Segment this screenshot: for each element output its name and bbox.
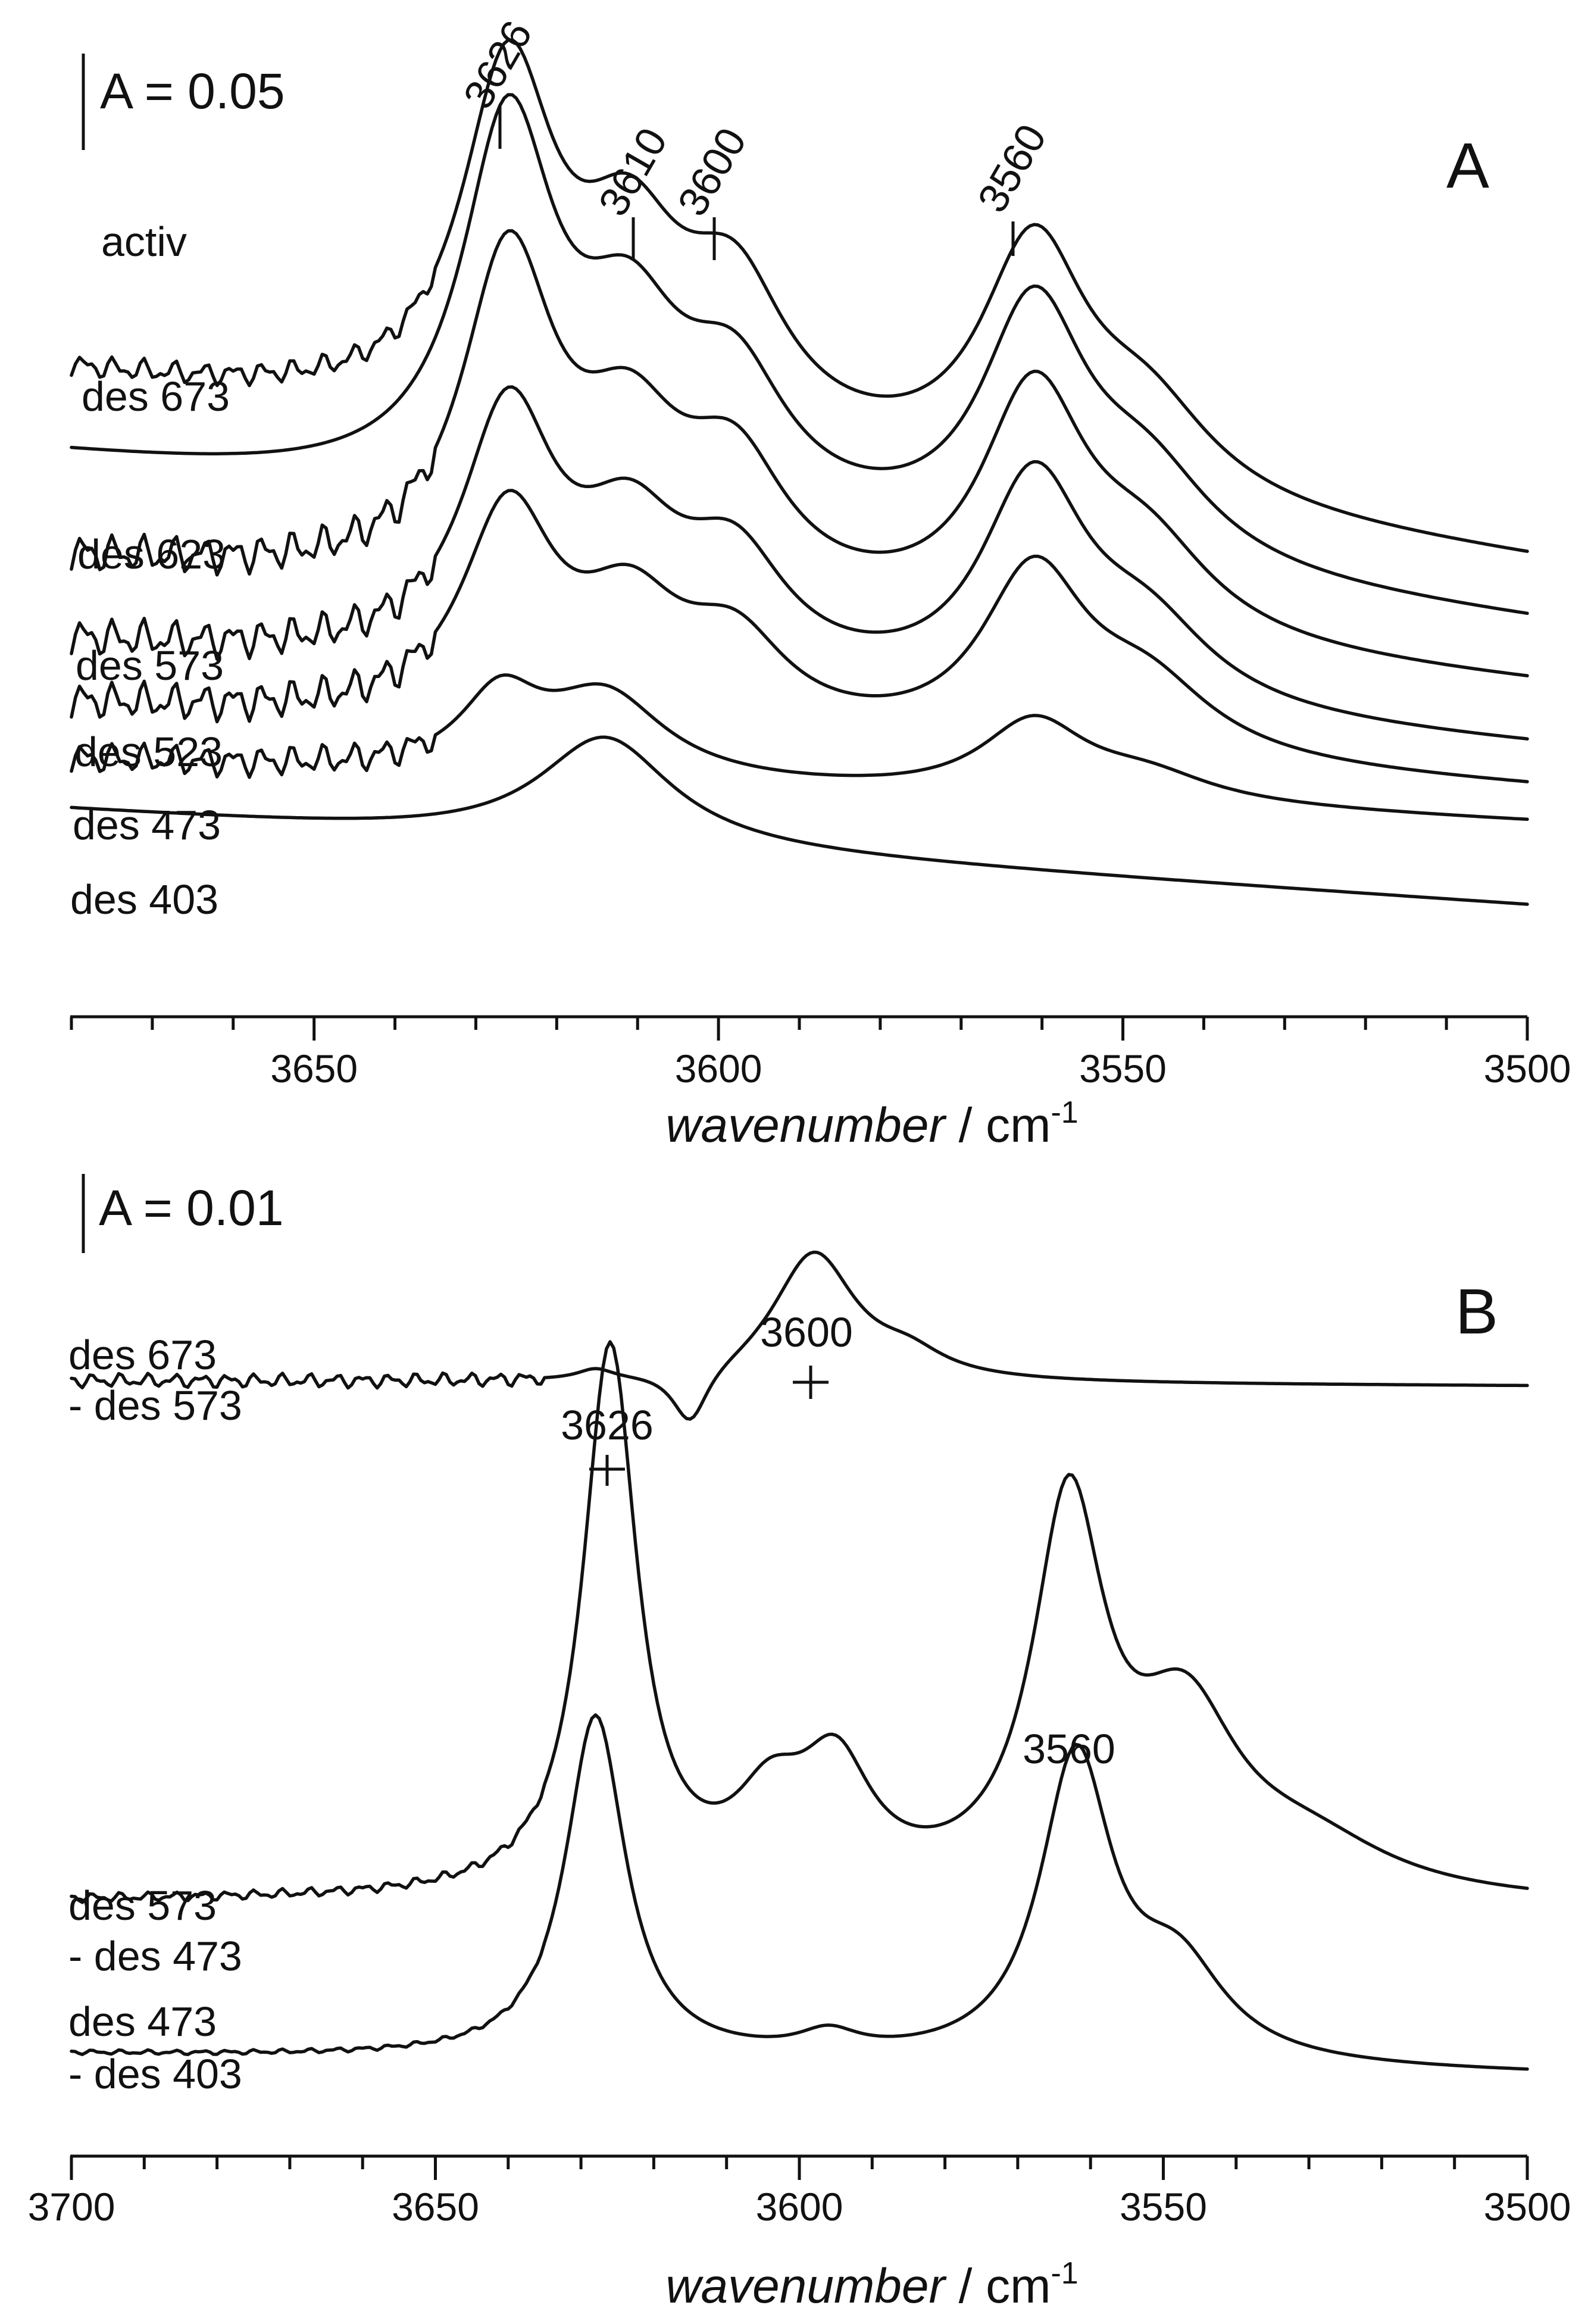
panel-b-x-axis-title: wavenumber / cm-1	[665, 2256, 1078, 2313]
panel-b-x-ticks: 3700 3650 3600 3550 3500	[28, 2156, 1571, 2229]
panel-b-series-label-673-573-line1: des 673	[68, 1332, 217, 1378]
panel-a-curves	[70, 38, 1529, 906]
panel-a-label: A	[1446, 129, 1489, 201]
x-tick-label: 3550	[1120, 2185, 1207, 2229]
panel-b-series-des-473-des-403	[70, 1713, 1529, 2071]
x-tick-label: 3550	[1079, 1047, 1167, 1091]
x-tick-label: 3600	[675, 1047, 762, 1091]
panel-b-peak-label-3560: 3560	[1023, 1726, 1115, 1772]
x-tick-label: 3600	[756, 2185, 843, 2229]
panel-a-series-activ	[70, 38, 1529, 553]
panel-b-series-label-573-473-line2: - des 473	[68, 1933, 242, 1979]
panel-b-series-label-473-403-line1: des 473	[68, 1998, 217, 2045]
panel-a-series-label-activ: activ	[101, 218, 187, 265]
panel-b-series-label-673-573-line2: - des 573	[68, 1382, 242, 1429]
panel-b-series-des-573-des-473	[70, 1340, 1529, 1904]
x-tick-label: 3500	[1484, 1047, 1571, 1091]
panel-a-series-label-des-523: des 523	[74, 729, 223, 775]
panel-a-series-des-623	[70, 229, 1529, 677]
panel-a-x-axis-title: wavenumber / cm-1	[665, 1095, 1078, 1152]
panel-a-series-des-673	[70, 93, 1529, 616]
panel-b-scale-bar-label: A = 0.01	[99, 1180, 284, 1236]
panel-a-series-des-523	[70, 489, 1529, 783]
panel-b-series-label-573-473-line1: des 573	[68, 1882, 217, 1929]
panel-a-series-label-des-403: des 403	[70, 876, 218, 923]
panel-a-series-label-des-473: des 473	[73, 802, 221, 848]
panel-b-peak-markers: 3626 3600 3560	[561, 1309, 1115, 1772]
panel-a-x-ticks: 3650 3600 3550 3500	[70, 1017, 1571, 1091]
panel-b-peak-label-3626: 3626	[561, 1402, 654, 1448]
panel-b-series-des-673-des-573	[70, 1250, 1529, 1421]
x-tick-label: 3650	[270, 1047, 358, 1091]
panel-a-series-des-573	[70, 385, 1529, 741]
panel-a-series-label-des-573: des 573	[76, 642, 224, 689]
x-tick-label: 3500	[1484, 2185, 1571, 2229]
panel-b: A = 0.01 B des 673 - des 573 des 573 - d…	[28, 1174, 1571, 2313]
panel-a-series-des-473	[70, 673, 1529, 821]
panel-a-series-des-403	[70, 735, 1529, 906]
x-tick-label: 3650	[392, 2185, 479, 2229]
panel-a: A = 0.05 A activ des 673 des 623 des 573…	[70, 13, 1571, 1152]
panel-a-series-label-des-673: des 673	[82, 373, 230, 420]
panel-b-label: B	[1455, 1275, 1498, 1347]
panel-b-curves	[70, 1250, 1529, 2071]
panel-a-series-label-des-623: des 623	[77, 531, 226, 577]
panel-b-series-label-473-403-line2: - des 403	[68, 2051, 242, 2097]
x-tick-label: 3700	[28, 2185, 115, 2229]
panel-a-scale-bar-label: A = 0.05	[100, 63, 285, 119]
panel-b-peak-label-3600: 3600	[760, 1309, 853, 1355]
